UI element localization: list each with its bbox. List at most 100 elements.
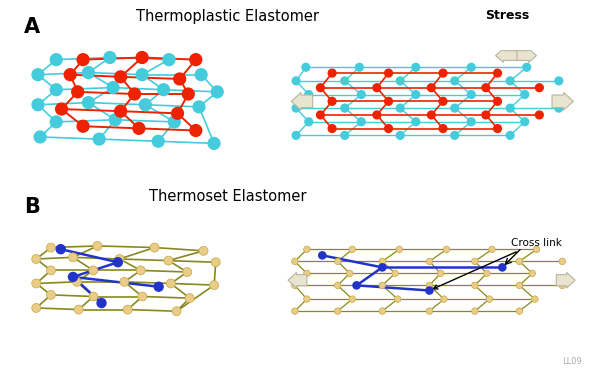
Circle shape [292,258,298,265]
Circle shape [346,270,353,277]
Circle shape [46,290,55,299]
Circle shape [328,124,336,132]
Circle shape [93,242,102,250]
Circle shape [467,91,475,98]
Circle shape [152,135,164,147]
Circle shape [317,84,325,92]
Circle shape [349,246,356,253]
Circle shape [494,124,502,132]
Circle shape [109,114,121,126]
Circle shape [396,246,403,253]
Circle shape [412,63,419,71]
Circle shape [195,69,207,81]
Text: Thermoplastic Elastomer: Thermoplastic Elastomer [137,9,320,24]
Circle shape [506,77,514,85]
Circle shape [56,103,67,115]
Circle shape [516,282,523,289]
Circle shape [93,133,105,145]
Circle shape [379,308,386,314]
Circle shape [472,308,478,314]
Circle shape [89,266,98,275]
Circle shape [305,91,313,98]
Circle shape [169,116,180,128]
Circle shape [113,258,122,267]
Circle shape [34,131,46,143]
Circle shape [523,63,530,71]
Circle shape [379,264,386,271]
Circle shape [50,54,62,66]
Circle shape [334,258,341,265]
Circle shape [397,104,404,112]
Circle shape [555,104,563,112]
Circle shape [136,52,148,63]
Circle shape [439,98,447,105]
Circle shape [56,245,65,254]
Circle shape [559,282,566,289]
Circle shape [139,99,151,111]
Circle shape [427,111,435,119]
Circle shape [150,243,159,252]
Circle shape [394,296,401,302]
Text: LL09: LL09 [562,357,582,366]
Circle shape [426,282,433,289]
Circle shape [392,270,398,277]
Circle shape [193,101,205,113]
Circle shape [319,252,326,259]
Circle shape [535,84,543,92]
Circle shape [489,246,495,253]
Circle shape [190,124,202,136]
Circle shape [482,111,490,119]
Circle shape [292,77,300,85]
Circle shape [32,303,41,312]
Circle shape [50,84,62,96]
Circle shape [379,282,386,289]
Circle shape [441,296,447,302]
Circle shape [208,138,220,149]
Circle shape [138,292,147,301]
Circle shape [494,98,502,105]
Circle shape [385,124,392,132]
Circle shape [529,270,536,277]
Circle shape [305,118,313,126]
Circle shape [163,54,175,66]
Circle shape [317,111,325,119]
Circle shape [211,86,223,98]
Polygon shape [515,49,536,62]
Circle shape [379,258,386,265]
Circle shape [426,308,433,314]
Circle shape [521,91,529,98]
Circle shape [467,118,475,126]
Circle shape [120,278,129,286]
Circle shape [533,246,540,253]
Circle shape [83,97,94,108]
Circle shape [136,69,148,81]
Circle shape [494,69,502,77]
Circle shape [451,77,458,85]
Circle shape [451,104,458,112]
Circle shape [341,104,349,112]
Circle shape [532,296,538,302]
Circle shape [89,292,98,301]
Circle shape [172,307,181,316]
Circle shape [115,105,127,117]
Circle shape [172,107,184,119]
Circle shape [136,266,145,275]
Circle shape [115,255,124,264]
Circle shape [353,282,360,289]
Circle shape [115,71,127,83]
Circle shape [426,287,433,294]
Circle shape [166,279,175,288]
Text: A: A [24,17,40,37]
Polygon shape [552,93,574,110]
Circle shape [334,282,341,289]
Circle shape [107,82,119,93]
Circle shape [97,298,106,307]
Text: B: B [24,197,40,217]
Circle shape [559,258,566,265]
Circle shape [451,132,458,139]
Circle shape [397,77,404,85]
Circle shape [328,69,336,77]
Circle shape [72,86,83,98]
Circle shape [64,69,76,81]
Circle shape [77,120,89,132]
